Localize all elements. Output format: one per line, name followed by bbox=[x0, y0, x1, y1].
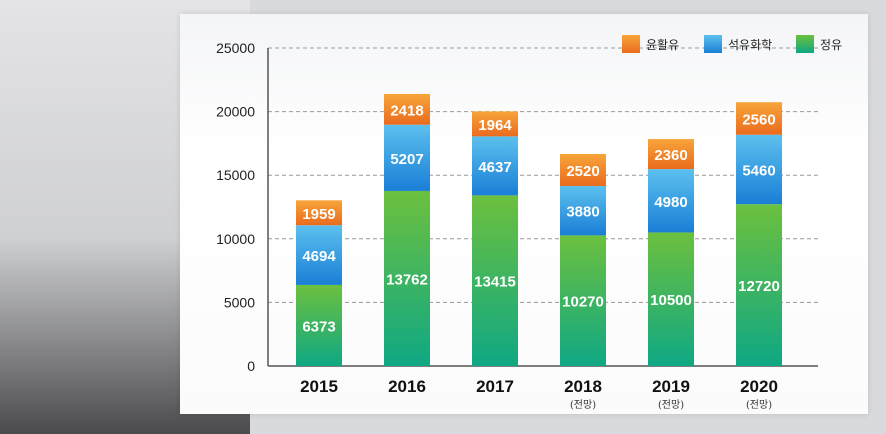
data-label: 2360 bbox=[654, 147, 687, 164]
bar-segment bbox=[296, 284, 342, 366]
bar-segment bbox=[472, 111, 518, 137]
x-tick-note: (전망) bbox=[746, 399, 772, 411]
x-tick-note: (전망) bbox=[570, 399, 596, 411]
data-label: 13762 bbox=[386, 271, 428, 288]
x-tick-label: 2016 bbox=[388, 377, 426, 396]
bar-segment bbox=[560, 153, 606, 187]
legend-label: 석유화학 bbox=[728, 38, 772, 52]
data-label: 1964 bbox=[478, 117, 512, 134]
bar-segment bbox=[472, 136, 518, 196]
bar-segment bbox=[384, 190, 430, 366]
bar-segment bbox=[648, 139, 694, 170]
x-tick-label: 2017 bbox=[476, 377, 514, 396]
data-label: 10500 bbox=[650, 292, 692, 309]
data-label: 12720 bbox=[738, 278, 780, 295]
data-label: 6373 bbox=[302, 318, 335, 335]
x-tick-label: 2019 bbox=[652, 377, 690, 396]
bar-segment bbox=[648, 232, 694, 366]
bar-segment bbox=[736, 204, 782, 366]
bar-segment bbox=[472, 195, 518, 366]
y-tick-label: 0 bbox=[247, 358, 255, 374]
data-label: 5207 bbox=[390, 151, 423, 168]
y-tick-label: 5000 bbox=[224, 294, 255, 310]
legend-swatch bbox=[622, 35, 640, 53]
x-tick-label: 2018 bbox=[564, 377, 602, 396]
legend-label: 윤활유 bbox=[646, 38, 679, 52]
data-label: 2418 bbox=[390, 102, 423, 119]
data-label: 4637 bbox=[478, 159, 511, 176]
bar-segment bbox=[384, 124, 430, 191]
bar-segment bbox=[736, 102, 782, 135]
bar-segment bbox=[296, 200, 342, 226]
data-label: 10270 bbox=[562, 294, 604, 311]
bar-segment bbox=[296, 225, 342, 285]
x-tick-note: (전망) bbox=[658, 399, 684, 411]
data-label: 2520 bbox=[566, 163, 599, 180]
legend-label: 정유 bbox=[820, 38, 842, 52]
bar-segment bbox=[560, 186, 606, 236]
data-label: 4980 bbox=[654, 194, 687, 211]
bar-segment bbox=[736, 134, 782, 205]
data-label: 3880 bbox=[566, 204, 599, 221]
y-tick-label: 20000 bbox=[216, 104, 255, 120]
data-label: 5460 bbox=[742, 162, 775, 179]
data-label: 2560 bbox=[742, 111, 775, 128]
bar-segment bbox=[384, 93, 430, 125]
data-label: 1959 bbox=[302, 206, 335, 223]
y-tick-label: 15000 bbox=[216, 167, 255, 183]
y-tick-label: 25000 bbox=[216, 40, 255, 56]
legend-swatch bbox=[796, 35, 814, 53]
bar-segment bbox=[648, 169, 694, 233]
bar-segment bbox=[560, 235, 606, 366]
legend-swatch bbox=[704, 35, 722, 53]
y-tick-label: 10000 bbox=[216, 231, 255, 247]
x-tick-label: 2020 bbox=[740, 377, 778, 396]
x-tick-label: 2015 bbox=[300, 377, 338, 396]
data-label: 13415 bbox=[474, 274, 516, 291]
data-label: 4694 bbox=[302, 248, 336, 265]
